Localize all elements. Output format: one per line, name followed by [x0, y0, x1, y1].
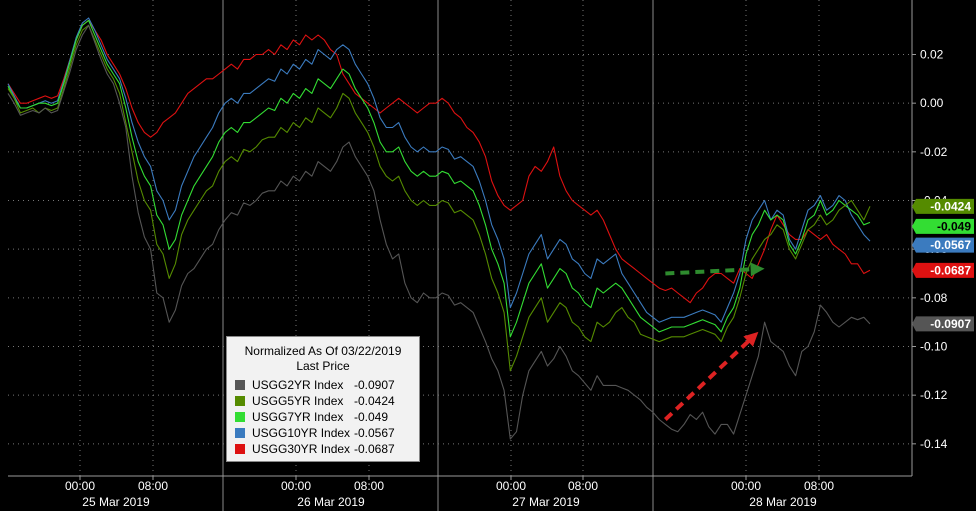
- last-price-tag-usgg5yr-index: -0.0424: [912, 198, 974, 214]
- series-line-usgg7yr-index: [7, 19, 871, 338]
- legend-row-usgg7yr-index: USGG7YR Index -0.049: [227, 409, 419, 425]
- legend: Normalized As Of 03/22/2019 Last Price U…: [226, 336, 420, 462]
- legend-series-name: USGG2YR Index: [252, 378, 344, 392]
- last-price-tag-text: -0.0424: [930, 199, 971, 213]
- last-price-tags: -0.0424 -0.049 -0.0567 -0.0687 -0.0907: [912, 198, 974, 332]
- legend-series-name: USGG30YR Index: [252, 442, 351, 456]
- series-line-usgg10yr-index: [7, 17, 871, 323]
- vertical-grid: [79, 0, 820, 511]
- legend-row-usgg10yr-index: USGG10YR Index -0.0567: [227, 425, 419, 441]
- y-tick-label-6: -0.10: [920, 340, 948, 354]
- x-tick-label-1: 08:00: [138, 479, 168, 493]
- last-price-tag-text: -0.049: [937, 219, 971, 233]
- last-price-tag-usgg2yr-index: -0.0907: [912, 316, 974, 332]
- x-tick-label-7: 08:00: [804, 479, 834, 493]
- series-line-usgg5yr-index: [7, 24, 871, 372]
- last-price-tag-text: -0.0687: [930, 263, 971, 277]
- x-tick-label-2: 00:00: [281, 479, 311, 493]
- legend-swatch: [235, 444, 245, 454]
- legend-rows: USGG2YR Index -0.0907 USGG5YR Index -0.0424…: [227, 377, 419, 457]
- last-price-tag-usgg7yr-index: -0.049: [912, 218, 974, 234]
- x-tick-label-0: 00:00: [65, 479, 95, 493]
- last-price-tag-usgg10yr-index: -0.0567: [912, 237, 974, 253]
- annotation-arrowhead-0: [750, 262, 765, 277]
- legend-title-line2: Last Price: [296, 359, 350, 373]
- series-line-usgg2yr-index: [7, 24, 871, 440]
- series-line-usgg30yr-index: [7, 19, 871, 304]
- legend-row-usgg5yr-index: USGG5YR Index -0.0424: [227, 393, 419, 409]
- legend-row-usgg2yr-index: USGG2YR Index -0.0907: [227, 377, 419, 393]
- y-tick-label-8: -0.14: [920, 437, 948, 451]
- x-date-label-0: 25 Mar 2019: [82, 495, 150, 509]
- y-tick-label-0: 0.02: [920, 48, 944, 62]
- x-date-label-1: 26 Mar 2019: [297, 495, 365, 509]
- legend-swatch: [235, 396, 245, 406]
- legend-series-value: -0.0567: [354, 426, 395, 440]
- y-tick-label-2: -0.02: [920, 145, 948, 159]
- x-date-label-2: 27 Mar 2019: [512, 495, 580, 509]
- legend-series-value: -0.0687: [354, 442, 395, 456]
- legend-series-value: -0.049: [354, 410, 389, 424]
- annotation-arrowhead-1: [743, 331, 759, 347]
- legend-series-value: -0.0907: [354, 378, 395, 392]
- last-price-tag-bg: [912, 218, 974, 234]
- legend-series-value: -0.0424: [354, 394, 395, 408]
- horizontal-grid: [8, 54, 912, 445]
- x-tick-label-6: 00:00: [731, 479, 761, 493]
- legend-series-name: USGG7YR Index: [252, 410, 344, 424]
- legend-series-name: USGG10YR Index: [252, 426, 351, 440]
- y-tick-label-7: -0.12: [920, 388, 948, 402]
- x-date-label-3: 28 Mar 2019: [749, 495, 817, 509]
- last-price-tag-bg: [912, 237, 974, 253]
- legend-swatch: [235, 428, 245, 438]
- series-lines: [7, 17, 871, 440]
- last-price-tag-bg: [912, 316, 974, 332]
- legend-series-name: USGG5YR Index: [252, 394, 344, 408]
- x-tick-label-4: 00:00: [496, 479, 526, 493]
- x-axis-ticks: 00:00 08:00 00:00 08:00 00:00 08:00 00:00 08:00…: [65, 476, 834, 509]
- legend-row-usgg30yr-index: USGG30YR Index -0.0687: [227, 441, 419, 457]
- last-price-tag-bg: [912, 262, 974, 278]
- last-price-tag-text: -0.0567: [930, 238, 971, 252]
- legend-swatch: [235, 412, 245, 422]
- annotation-arrow-1: [663, 337, 753, 421]
- last-price-tag-bg: [912, 198, 974, 214]
- last-price-tag-text: -0.0907: [930, 317, 971, 331]
- y-tick-label-1: 0.00: [920, 96, 944, 110]
- x-tick-label-5: 08:00: [568, 479, 598, 493]
- legend-title-line1: Normalized As Of 03/22/2019: [244, 344, 402, 358]
- last-price-tag-usgg30yr-index: -0.0687: [912, 262, 974, 278]
- annotation-arrows: [663, 262, 765, 421]
- y-tick-label-5: -0.08: [920, 291, 948, 305]
- legend-swatch: [235, 380, 245, 390]
- x-tick-label-3: 08:00: [354, 479, 384, 493]
- legend-title: Normalized As Of 03/22/2019 Last Price: [227, 344, 419, 374]
